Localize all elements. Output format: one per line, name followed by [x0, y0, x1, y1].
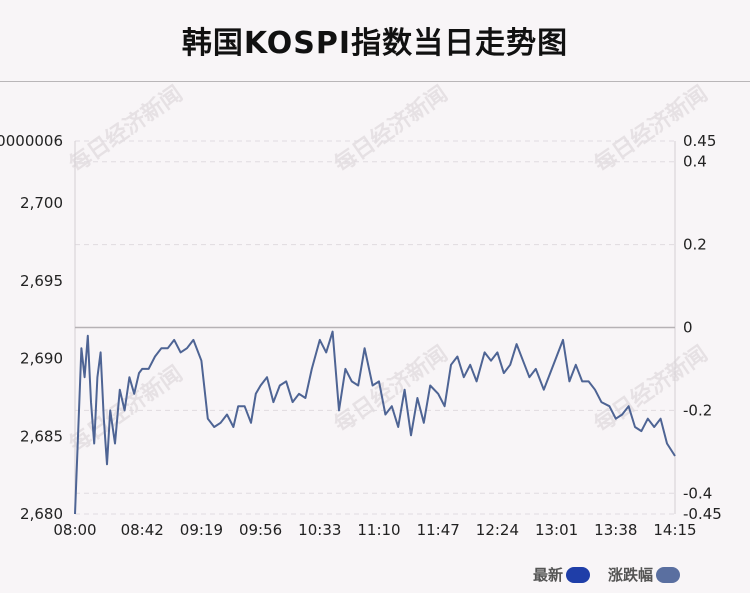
watermark-text: 每日经济新闻	[64, 81, 187, 178]
x-tick-label: 13:38	[594, 521, 637, 539]
y-right-tick-label: 0	[683, 319, 693, 337]
y-left-tick-labels: 2,680 2,685 2,690 2,695 2,700 2,704.000000000…	[0, 132, 63, 523]
x-tick-label: 08:42	[121, 521, 164, 539]
y-right-tick-label: 0.4	[683, 153, 707, 171]
y-left-tick-label: 2,695	[20, 272, 63, 290]
y-left-tick-label: 2,700	[20, 194, 63, 212]
legend-swatch-change	[656, 566, 681, 583]
watermark-text: 每日经济新闻	[64, 361, 187, 458]
legend-label-change: 涨跌幅	[608, 566, 654, 584]
y-right-tick-label: -0.4	[683, 484, 712, 502]
y-left-tick-label: 2,685	[20, 427, 63, 445]
x-tick-label: 10:33	[298, 521, 341, 539]
x-tick-label: 12:24	[476, 521, 519, 539]
y-right-tick-label: -0.2	[683, 401, 712, 419]
x-tick-label: 14:15	[653, 521, 696, 539]
y-left-tick-label: 2,704.0000000006	[0, 132, 63, 150]
legend-item-change[interactable]: 涨跌幅	[608, 564, 681, 585]
x-tick-labels: 08:00 08:42 09:19 09:56 10:33 11:10 11:47 12:24…	[53, 521, 696, 539]
chart-title: 韩国KOSPI指数当日走势图	[181, 26, 569, 61]
title-divider	[0, 81, 750, 82]
x-tick-label: 09:56	[239, 521, 282, 539]
watermark-text: 每日经济新闻	[329, 81, 452, 178]
axes	[74, 141, 676, 514]
series-line	[74, 330, 676, 515]
legend-label-latest: 最新	[533, 566, 564, 584]
legend-item-latest[interactable]: 最新	[533, 564, 591, 585]
y-right-tick-label: -0.45	[683, 505, 722, 523]
y-left-tick-label: 2,680	[20, 505, 63, 523]
y-right-tick-labels: -0.45 -0.4 -0.2 0 0.2 0.4 0.45	[683, 132, 722, 523]
x-tick-label: 11:47	[417, 521, 460, 539]
series-layer	[74, 330, 676, 515]
y-left-tick-label: 2,690	[20, 350, 63, 368]
x-tick-label: 09:19	[180, 521, 223, 539]
x-tick-label: 11:10	[357, 521, 400, 539]
y-right-tick-label: 0.2	[683, 236, 707, 254]
grid-lines	[75, 140, 675, 515]
y-right-tick-label: 0.45	[683, 132, 716, 150]
x-tick-label: 13:01	[535, 521, 578, 539]
legend-swatch-latest	[566, 566, 591, 583]
x-tick-label: 08:00	[53, 521, 96, 539]
